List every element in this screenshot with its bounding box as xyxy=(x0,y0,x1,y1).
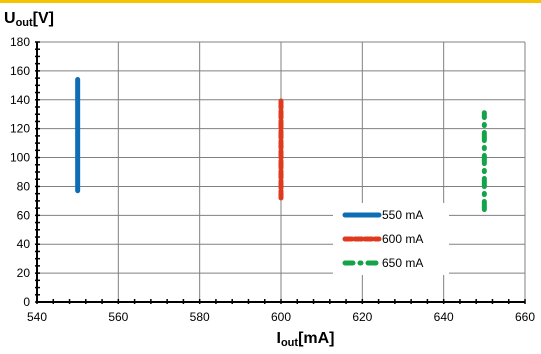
x-tick-label: 540 xyxy=(27,310,47,324)
y-tick-label: 140 xyxy=(10,93,30,107)
y-axis-title: Uout[V] xyxy=(4,10,54,29)
y-tick-label: 40 xyxy=(17,237,31,251)
x-tick-label: 640 xyxy=(434,310,454,324)
x-tick-label: 660 xyxy=(515,310,535,324)
y-tick-label: 100 xyxy=(10,151,30,165)
x-tick-label: 600 xyxy=(271,310,291,324)
y-tick-label: 160 xyxy=(10,64,30,78)
y-tick-label: 180 xyxy=(10,35,30,49)
y-tick-label: 20 xyxy=(17,266,31,280)
y-tick-label: 60 xyxy=(17,208,31,222)
legend-label: 600 mA xyxy=(382,232,423,246)
y-tick-label: 120 xyxy=(10,122,30,136)
y-tick-label: 0 xyxy=(23,295,30,309)
x-tick-label: 560 xyxy=(108,310,128,324)
legend-label: 550 mA xyxy=(382,208,423,222)
y-tick-label: 80 xyxy=(17,179,31,193)
top-accent-bar xyxy=(0,0,541,3)
legend-label: 650 mA xyxy=(382,256,423,270)
x-tick-label: 580 xyxy=(190,310,210,324)
x-tick-label: 620 xyxy=(352,310,372,324)
x-axis-title: Iout[mA] xyxy=(276,330,335,349)
